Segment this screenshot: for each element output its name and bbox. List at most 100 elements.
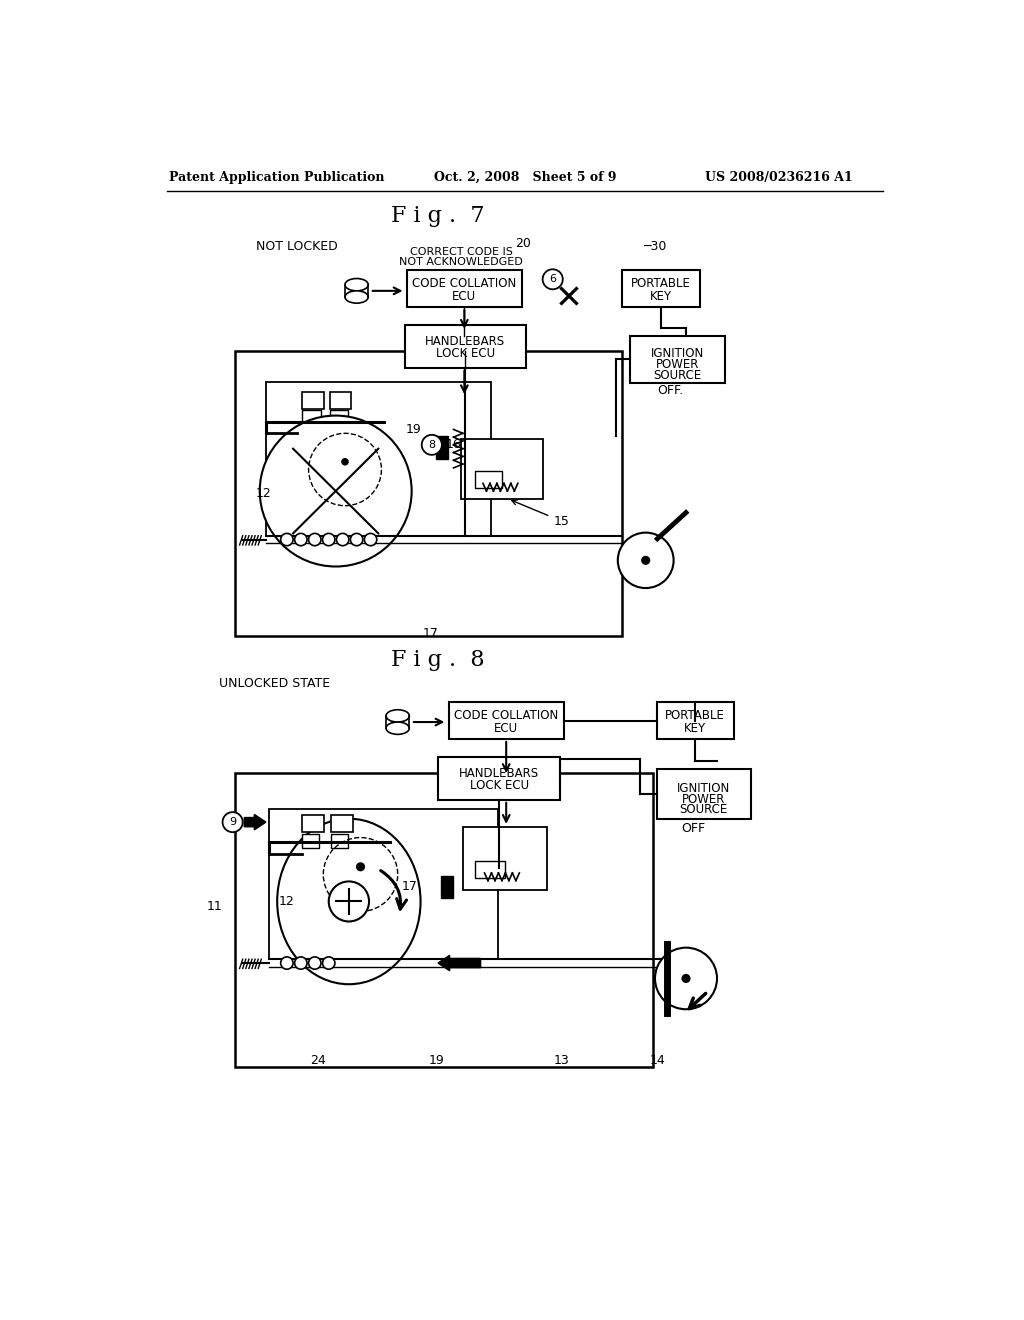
Bar <box>436 436 449 459</box>
Bar <box>623 271 700 308</box>
Circle shape <box>356 863 365 871</box>
FancyArrow shape <box>245 814 266 830</box>
Ellipse shape <box>278 818 421 985</box>
Circle shape <box>642 557 649 564</box>
Circle shape <box>337 533 349 545</box>
Text: 16: 16 <box>445 438 462 451</box>
Circle shape <box>295 957 307 969</box>
Ellipse shape <box>386 710 410 722</box>
Text: 13: 13 <box>554 1055 570 1068</box>
Circle shape <box>350 533 362 545</box>
Bar <box>475 862 505 878</box>
Ellipse shape <box>345 290 369 304</box>
Bar <box>441 876 453 898</box>
Bar <box>463 826 547 890</box>
Bar <box>330 411 348 424</box>
Bar <box>234 774 653 1067</box>
Text: ─30: ─30 <box>643 240 667 253</box>
Bar <box>656 770 751 818</box>
Circle shape <box>543 269 563 289</box>
Circle shape <box>222 812 243 832</box>
Text: PORTABLE: PORTABLE <box>631 277 691 290</box>
Bar <box>302 834 319 847</box>
Bar <box>330 392 351 409</box>
Text: POWER: POWER <box>655 358 699 371</box>
Text: NOT LOCKED: NOT LOCKED <box>256 240 338 253</box>
Circle shape <box>617 533 674 589</box>
Bar <box>302 411 321 424</box>
Text: ECU: ECU <box>495 722 518 735</box>
Circle shape <box>682 974 690 982</box>
Text: F i g .  7: F i g . 7 <box>391 205 484 227</box>
Circle shape <box>308 533 321 545</box>
Circle shape <box>308 957 321 969</box>
Text: CODE COLLATION: CODE COLLATION <box>454 709 558 722</box>
Circle shape <box>422 434 442 455</box>
Text: IGNITION: IGNITION <box>651 347 705 360</box>
Text: 20: 20 <box>515 236 531 249</box>
Circle shape <box>655 948 717 1010</box>
Circle shape <box>260 416 412 566</box>
Text: SOURCE: SOURCE <box>680 804 728 816</box>
Text: 17: 17 <box>422 627 438 640</box>
Bar <box>438 758 560 800</box>
Bar <box>475 471 503 488</box>
Circle shape <box>323 533 335 545</box>
Bar <box>656 702 734 739</box>
Text: KEY: KEY <box>650 289 673 302</box>
Ellipse shape <box>345 279 369 290</box>
Circle shape <box>281 957 293 969</box>
Text: 8: 8 <box>428 440 435 450</box>
Circle shape <box>295 533 307 545</box>
Text: 24: 24 <box>310 1055 326 1068</box>
Circle shape <box>342 459 348 465</box>
FancyArrow shape <box>438 956 480 970</box>
Text: CODE COLLATION: CODE COLLATION <box>413 277 516 290</box>
Bar <box>461 438 543 499</box>
Text: ✕: ✕ <box>555 282 583 315</box>
Bar <box>449 702 563 739</box>
Text: F i g .  8: F i g . 8 <box>391 649 484 672</box>
Bar <box>234 351 623 636</box>
Text: IGNITION: IGNITION <box>677 781 730 795</box>
Bar <box>630 335 725 383</box>
Text: 6: 6 <box>549 275 556 284</box>
Ellipse shape <box>386 722 410 734</box>
Text: 19: 19 <box>429 1055 444 1068</box>
Text: 14: 14 <box>649 1055 666 1068</box>
Text: 19: 19 <box>406 422 421 436</box>
Text: LOCK ECU: LOCK ECU <box>435 347 495 360</box>
Text: UNLOCKED STATE: UNLOCKED STATE <box>219 677 331 690</box>
Bar <box>331 834 348 847</box>
Text: CORRECT CODE IS: CORRECT CODE IS <box>410 247 513 257</box>
Text: ECU: ECU <box>453 289 476 302</box>
Text: OFF: OFF <box>682 822 706 834</box>
Text: US 2008/0236216 A1: US 2008/0236216 A1 <box>706 172 853 185</box>
Text: NOT ACKNOWLEDGED: NOT ACKNOWLEDGED <box>399 256 523 267</box>
Bar <box>302 816 324 832</box>
Text: LOCK ECU: LOCK ECU <box>470 779 528 792</box>
Text: Oct. 2, 2008   Sheet 5 of 9: Oct. 2, 2008 Sheet 5 of 9 <box>433 172 616 185</box>
Circle shape <box>281 533 293 545</box>
Bar <box>269 809 498 960</box>
Bar <box>302 392 324 409</box>
Text: HANDLEBARS: HANDLEBARS <box>425 335 505 348</box>
Text: OFF.: OFF. <box>657 384 684 397</box>
Text: 17: 17 <box>401 879 417 892</box>
Bar <box>331 816 352 832</box>
Circle shape <box>365 533 377 545</box>
Text: Patent Application Publication: Patent Application Publication <box>169 172 385 185</box>
Text: 12: 12 <box>279 895 295 908</box>
Text: KEY: KEY <box>684 722 707 735</box>
Bar <box>406 326 525 368</box>
Bar <box>407 271 521 308</box>
Bar <box>266 381 490 536</box>
Text: HANDLEBARS: HANDLEBARS <box>459 767 540 780</box>
Text: POWER: POWER <box>682 792 726 805</box>
Text: 11: 11 <box>207 900 222 913</box>
Circle shape <box>323 957 335 969</box>
Text: 9: 9 <box>229 817 237 828</box>
Text: 12: 12 <box>256 487 271 500</box>
Text: PORTABLE: PORTABLE <box>666 709 725 722</box>
Circle shape <box>329 882 369 921</box>
